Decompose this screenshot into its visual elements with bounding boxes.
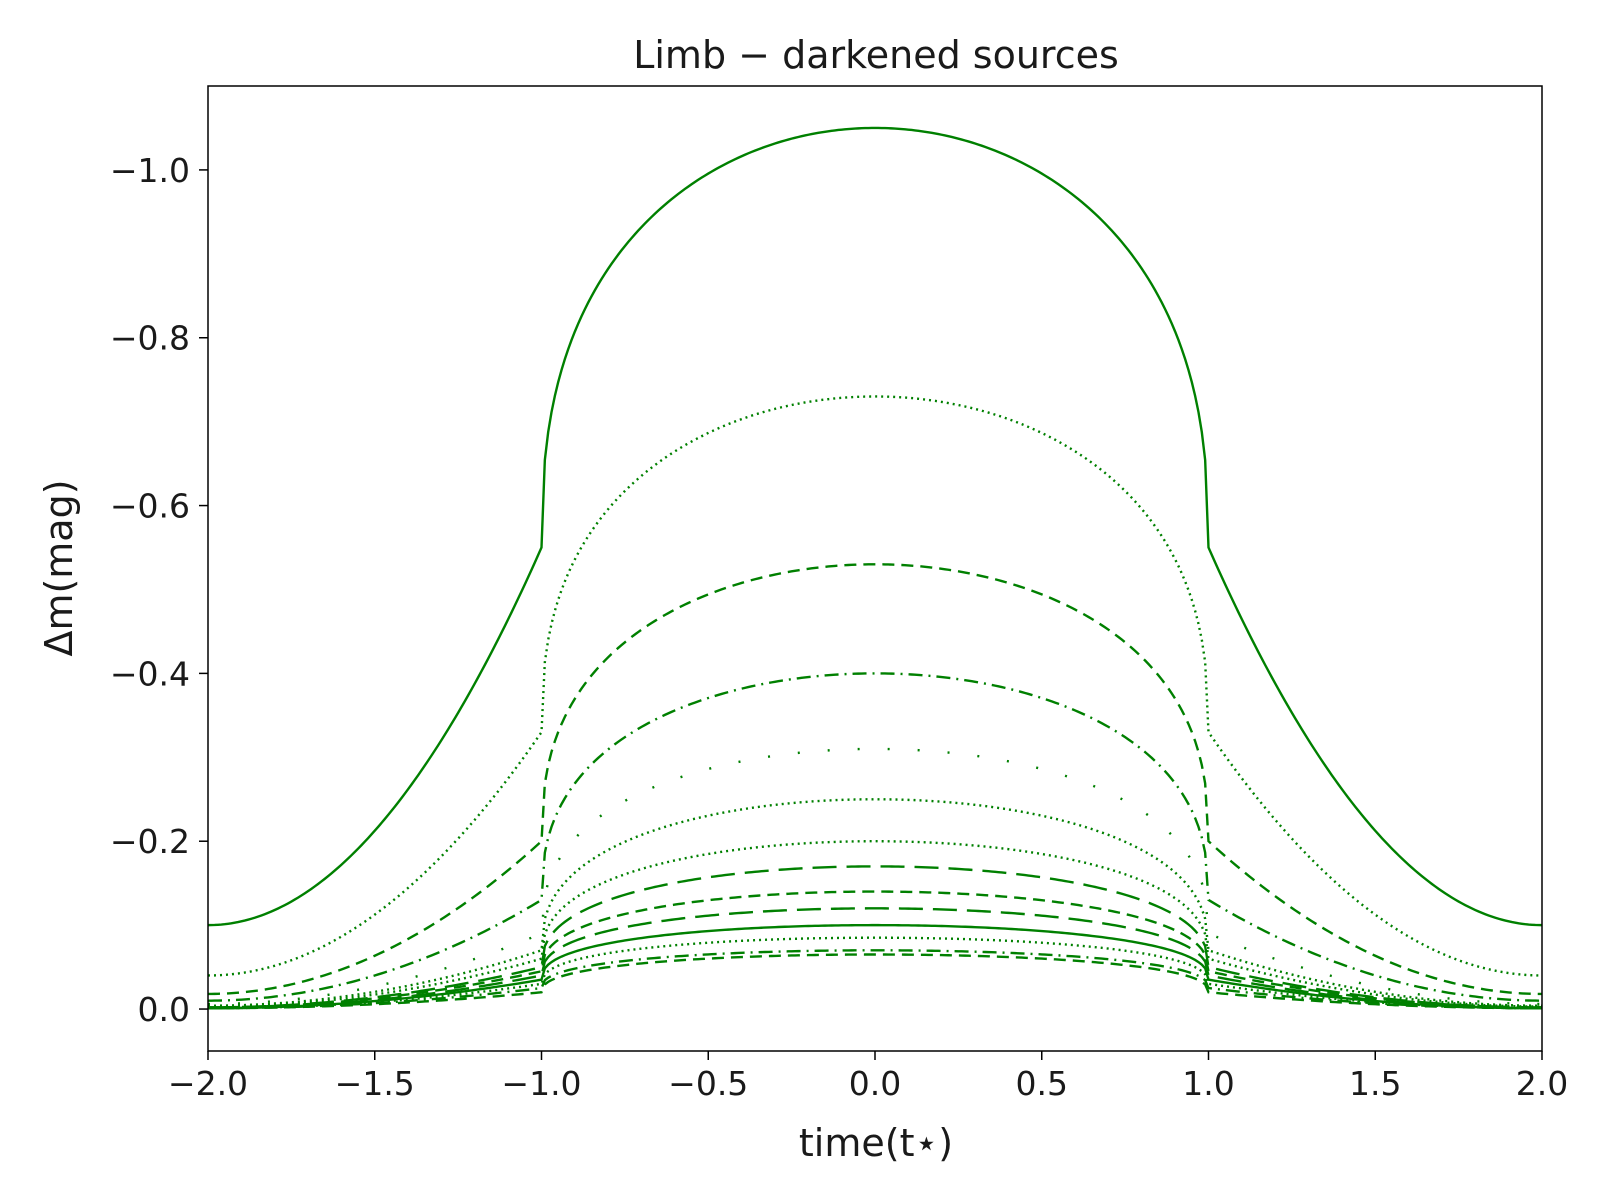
series-line-6 (207, 798, 1543, 1007)
y-axis: 0.0 −0.2 −0.4 −0.6 −0.8 −1.0 (110, 151, 208, 1029)
x-tick-label: −0.5 (668, 1064, 748, 1103)
series-line-12 (208, 936, 1542, 1010)
series-line-1 (207, 126, 1543, 927)
x-tick-label: 2.0 (1516, 1064, 1568, 1103)
series-group (207, 126, 1543, 1010)
x-tick-label: 0.5 (1016, 1064, 1068, 1103)
chart-title: Limb − darkened sources (633, 33, 1119, 77)
x-axis: −2.0 −1.5 −1.0 −0.5 0.0 0.5 1.0 1.5 2.0 (168, 1051, 1568, 1103)
y-tick-label: −0.2 (110, 822, 190, 861)
plot-frame (207, 85, 1543, 1052)
series-line-14 (208, 953, 1542, 1010)
y-tick-label: −0.8 (110, 319, 190, 358)
x-tick-label: −2.0 (168, 1064, 248, 1103)
y-tick-label: −0.6 (110, 487, 190, 526)
series-line-3 (207, 563, 1543, 996)
y-tick-label: 0.0 (138, 990, 190, 1029)
x-tick-label: 1.5 (1349, 1064, 1401, 1103)
series-line-9 (207, 890, 1543, 1009)
x-tick-label: −1.5 (335, 1064, 415, 1103)
x-tick-label: −1.0 (501, 1064, 581, 1103)
series-line-2 (207, 395, 1543, 977)
series-line-13 (208, 949, 1542, 1010)
series-line-4 (207, 672, 1543, 1002)
y-tick-label: −1.0 (110, 151, 190, 190)
series-line-7 (207, 840, 1543, 1008)
x-tick-label: 1.0 (1182, 1064, 1234, 1103)
series-line-11 (208, 923, 1542, 1010)
series-line-8 (207, 865, 1543, 1009)
y-axis-title: Δm(mag) (37, 479, 81, 656)
series-line-10 (208, 907, 1542, 1010)
x-tick-label: 0.0 (849, 1064, 901, 1103)
x-axis-title: time(t⋆) (799, 1121, 953, 1165)
y-tick-label: −0.4 (110, 654, 190, 693)
